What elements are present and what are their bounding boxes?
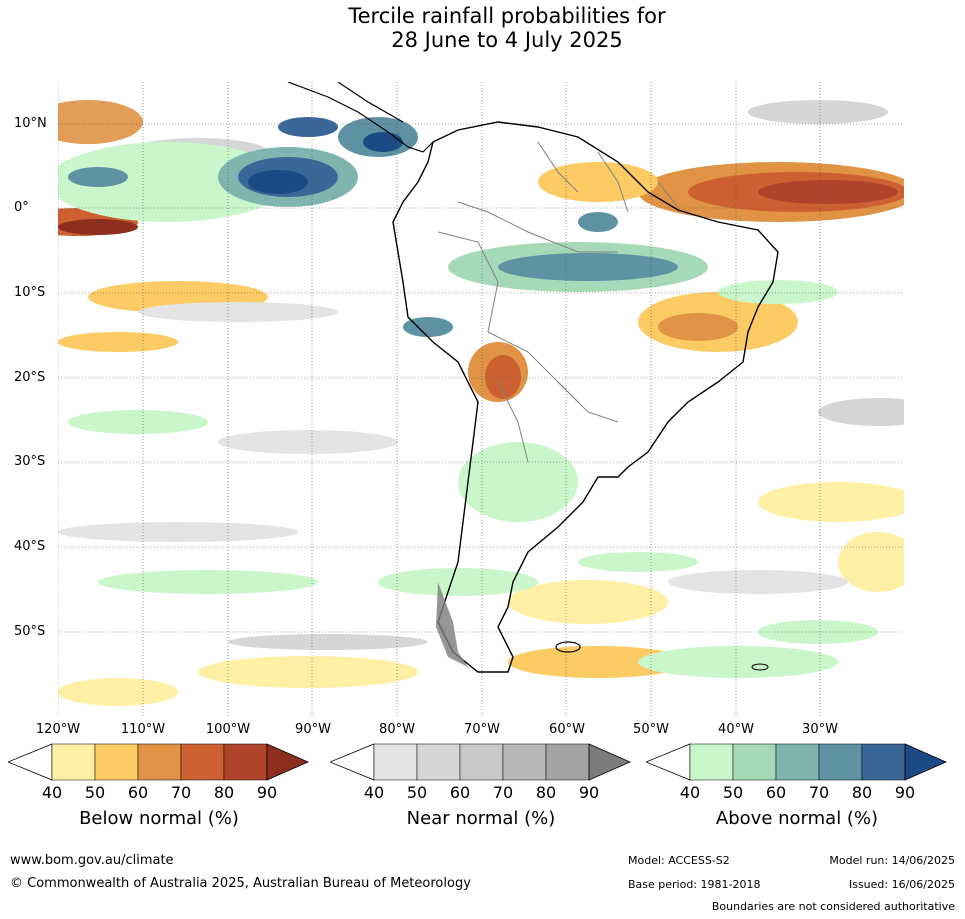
lon-label: 70°W: [464, 722, 500, 737]
footer-issued: Issued: 16/06/2025: [848, 878, 955, 891]
lon-label: 50°W: [633, 722, 669, 737]
patagonia-shading: [436, 582, 468, 667]
near-normal-colorbar: [330, 743, 631, 781]
patch-above: [403, 317, 453, 337]
patch-near: [138, 302, 338, 322]
lon-label: 90°W: [295, 722, 331, 737]
patch-below: [485, 355, 521, 399]
patch-below: [758, 482, 918, 522]
lat-label: 40°S: [14, 539, 46, 554]
patch-above: [98, 570, 318, 594]
patch-above: [498, 253, 678, 281]
legend-tick: 60: [449, 783, 471, 802]
legend-title-near: Near normal (%): [406, 808, 556, 829]
title-line-1: Tercile rainfall probabilities for: [348, 4, 666, 28]
legend-tick: 70: [492, 783, 514, 802]
legend-tick: 90: [256, 783, 278, 802]
patch-near: [218, 430, 398, 454]
lon-label: 100°W: [205, 722, 251, 737]
patch-below: [658, 313, 738, 341]
lat-label: 20°S: [14, 370, 46, 385]
probability-map: [18, 81, 938, 717]
legend-tick: 80: [535, 783, 557, 802]
patch-below: [508, 580, 668, 624]
patch-near: [668, 570, 848, 594]
patch-near: [748, 100, 888, 124]
south-georgia: [751, 663, 769, 671]
legend-title-below: Below normal (%): [79, 808, 239, 829]
legend-tick: 90: [578, 783, 600, 802]
lat-label: 50°S: [14, 624, 46, 639]
patch-above: [278, 117, 338, 137]
legend-tick: 50: [406, 783, 428, 802]
lat-label: 30°S: [14, 454, 46, 469]
legend-tick: 70: [170, 783, 192, 802]
legend-tick: 50: [84, 783, 106, 802]
lat-label: 10°N: [14, 116, 47, 131]
below-normal-colorbar: [8, 743, 309, 781]
legend-tick: 40: [679, 783, 701, 802]
lon-label: 110°W: [120, 722, 166, 737]
legend-tick: 90: [894, 783, 916, 802]
patch-above: [578, 212, 618, 232]
lat-label: 10°S: [14, 285, 46, 300]
lon-label: 60°W: [549, 722, 585, 737]
above-normal-colorbar: [646, 743, 947, 781]
footer-base-period: Base period: 1981-2018: [628, 878, 761, 891]
legend-tick: 60: [765, 783, 787, 802]
legend-title-above: Above normal (%): [715, 808, 879, 829]
patch-below: [58, 678, 178, 706]
lon-label: 120°W: [35, 722, 81, 737]
footer-copyright: © Commonwealth of Australia 2025, Austra…: [10, 876, 471, 891]
patch-above: [68, 167, 128, 187]
legend-tick: 50: [722, 783, 744, 802]
patch-above: [68, 410, 208, 434]
country-borders: [437, 141, 679, 463]
lon-label: 80°W: [379, 722, 415, 737]
lat-label: 0°: [14, 200, 29, 215]
patch-below: [198, 656, 418, 688]
patch-below: [58, 332, 178, 352]
footer-disclaimer: Boundaries are not considered authoritat…: [711, 900, 955, 913]
patch-below: [58, 219, 138, 235]
patch-below: [508, 646, 688, 678]
legend-tick: 60: [127, 783, 149, 802]
title-line-2: 28 June to 4 July 2025: [391, 28, 623, 52]
south-america-coastline: [392, 121, 779, 673]
patch-above: [718, 280, 838, 304]
patch-above: [458, 442, 578, 522]
legend-tick: 40: [41, 783, 63, 802]
patch-below: [33, 100, 143, 144]
central-america-coastline: [287, 81, 434, 153]
map-svg: [18, 81, 938, 717]
patch-above: [378, 568, 538, 596]
patch-below: [758, 180, 898, 204]
legend-tick: 40: [363, 783, 385, 802]
legend-tick: 80: [851, 783, 873, 802]
patch-near: [228, 634, 428, 650]
map-title: Tercile rainfall probabilities for 28 Ju…: [0, 4, 965, 52]
patch-near: [58, 522, 298, 542]
patch-above: [578, 552, 698, 572]
patch-above: [638, 646, 838, 678]
footer-model: Model: ACCESS-S2: [628, 854, 730, 867]
patch-below: [538, 162, 658, 202]
patch-above: [363, 132, 403, 152]
legend-tick: 80: [213, 783, 235, 802]
falkland-islands: [555, 641, 581, 653]
legend-tick: 70: [808, 783, 830, 802]
gridlines: [57, 82, 904, 717]
lon-label: 40°W: [718, 722, 754, 737]
footer-url[interactable]: www.bom.gov.au/climate: [10, 853, 174, 868]
patch-above: [248, 170, 308, 194]
lon-label: 30°W: [802, 722, 838, 737]
footer-model-run: Model run: 14/06/2025: [829, 854, 955, 867]
